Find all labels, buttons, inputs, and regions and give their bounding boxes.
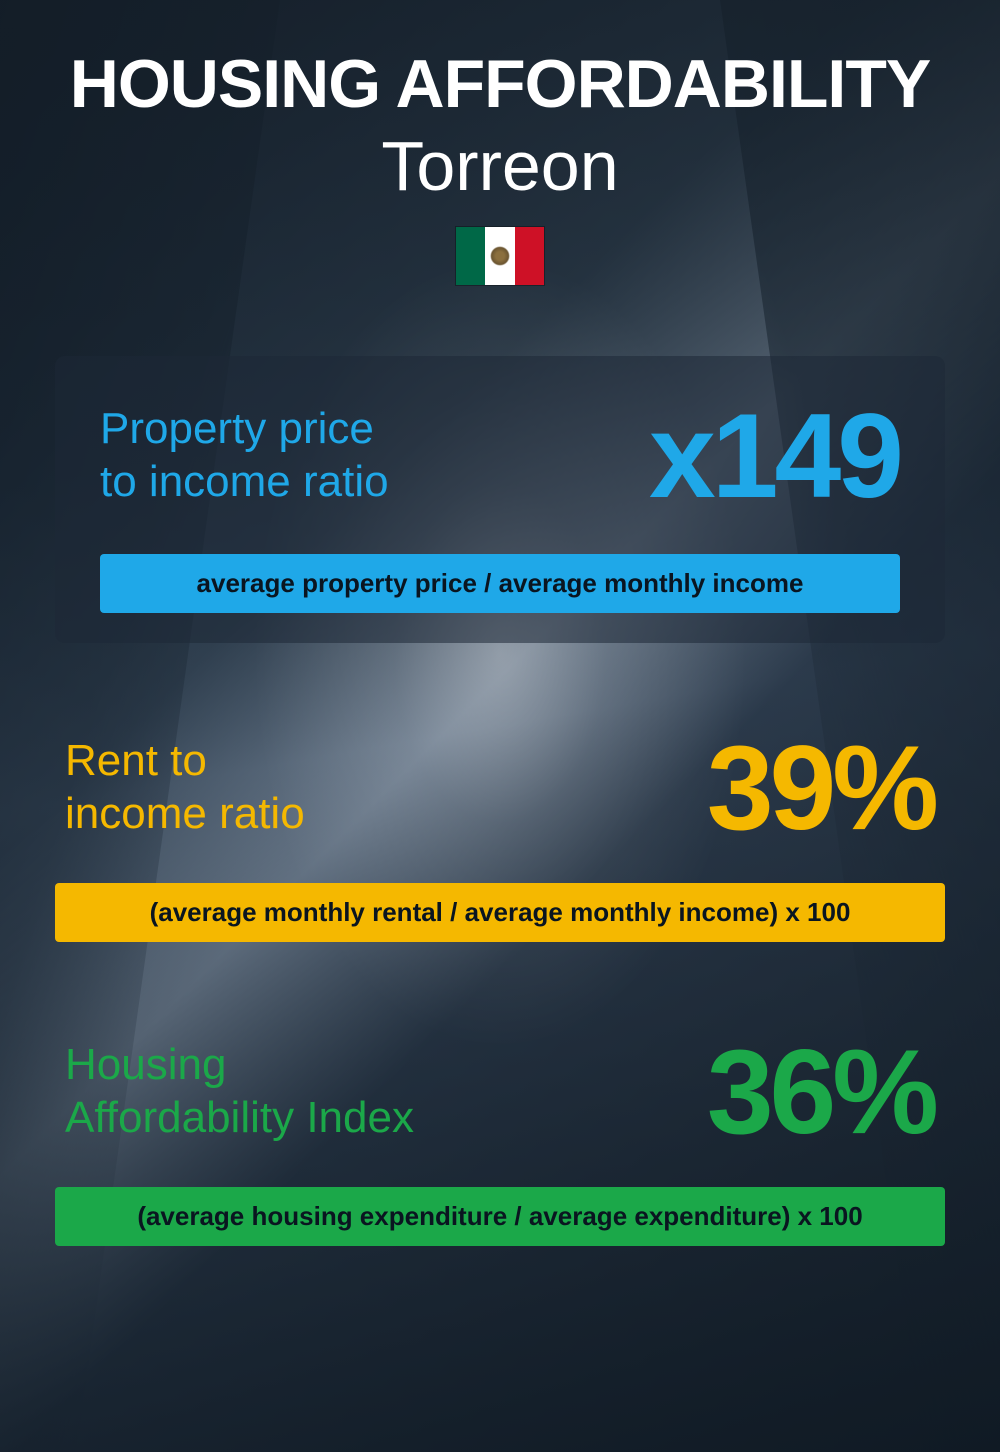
flag-stripe-white (485, 227, 514, 285)
metric-row: Housing Affordability Index 36% (55, 1032, 945, 1152)
formula-bar: (average monthly rental / average monthl… (55, 883, 945, 942)
flag-stripe-red (515, 227, 544, 285)
page-title: HOUSING AFFORDABILITY (70, 50, 930, 118)
metric-label-line2: to income ratio (100, 457, 389, 506)
metric-row: Rent to income ratio 39% (55, 728, 945, 848)
metric-value: 39% (707, 728, 935, 848)
mexico-flag-icon (455, 226, 545, 286)
content-wrapper: HOUSING AFFORDABILITY Torreon Property p… (0, 0, 1000, 1452)
page-subtitle: Torreon (381, 126, 618, 206)
metric-section-affordability-index: Housing Affordability Index 36% (average… (55, 1032, 945, 1246)
metric-label-line2: income ratio (65, 789, 305, 838)
metric-label-line1: Housing (65, 1040, 226, 1089)
metric-card-property-price: Property price to income ratio x149 aver… (55, 356, 945, 643)
metric-label: Rent to income ratio (65, 735, 305, 841)
metric-label-line1: Rent to (65, 736, 207, 785)
metric-label-line2: Affordability Index (65, 1093, 414, 1142)
flag-emblem-icon (490, 246, 510, 266)
metric-value: 36% (707, 1032, 935, 1152)
infographic-container: HOUSING AFFORDABILITY Torreon Property p… (0, 0, 1000, 1452)
flag-stripe-green (456, 227, 485, 285)
metric-label: Property price to income ratio (100, 403, 389, 509)
metric-section-rent: Rent to income ratio 39% (average monthl… (55, 728, 945, 942)
metric-row: Property price to income ratio x149 (100, 396, 900, 516)
formula-bar: average property price / average monthly… (100, 554, 900, 613)
metric-label-line1: Property price (100, 404, 374, 453)
formula-bar: (average housing expenditure / average e… (55, 1187, 945, 1246)
metric-value: x149 (649, 396, 900, 516)
metric-label: Housing Affordability Index (65, 1039, 414, 1145)
